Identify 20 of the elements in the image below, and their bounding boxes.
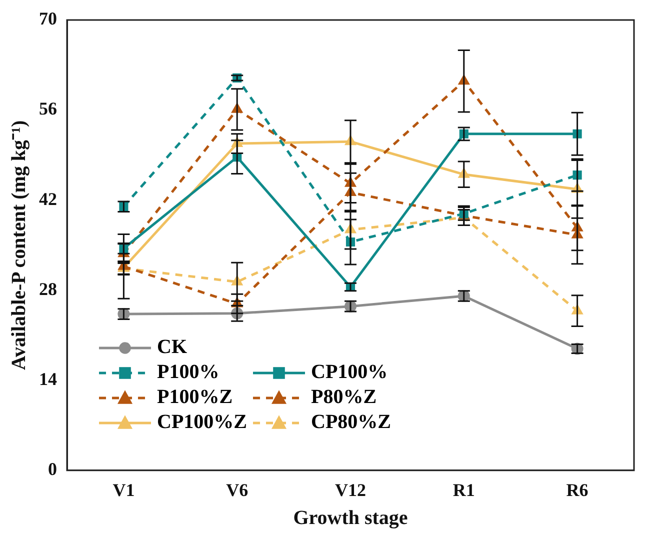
legend-label: CP80%Z (311, 411, 391, 434)
y-tick-label: 28 (39, 278, 57, 299)
x-tick-label: R6 (566, 480, 588, 500)
y-tick-label: 56 (39, 98, 57, 119)
y-tick-label: 42 (39, 188, 57, 209)
x-tick-label: V1 (112, 480, 135, 500)
legend-label: P80%Z (311, 386, 377, 410)
legend-label: CP100% (311, 361, 388, 384)
legend-label: P100% (157, 361, 220, 384)
x-tick-label: V12 (335, 480, 366, 500)
x-axis-title: Growth stage (293, 507, 408, 530)
y-tick-label: 14 (39, 368, 57, 389)
x-tick-label: R1 (452, 480, 475, 500)
y-axis-title: Available-P content (mg kg⁻¹) (8, 120, 30, 370)
y-tick-label: 0 (48, 459, 57, 480)
legend-label: CP100%Z (157, 411, 247, 434)
x-tick-label: V6 (226, 480, 248, 500)
y-tick-label: 70 (39, 8, 57, 29)
legend-label: CK (157, 336, 187, 360)
legend-label: P100%Z (157, 386, 233, 410)
